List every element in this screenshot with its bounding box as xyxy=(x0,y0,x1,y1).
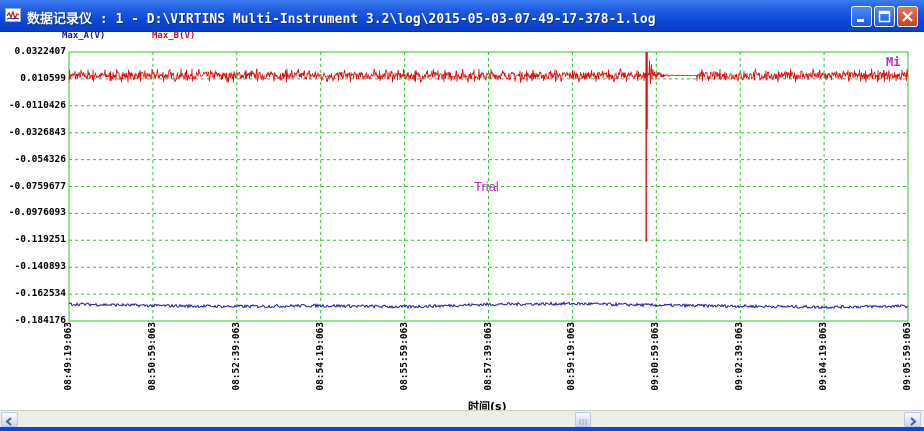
y-tick-label: 0.010599 xyxy=(20,72,66,84)
y-tick-label: -0.119251 xyxy=(14,234,66,246)
x-tick-label: 08:49:19:063 xyxy=(63,322,74,391)
x-tick-label: 08:52:39:063 xyxy=(230,322,242,391)
close-icon xyxy=(902,11,913,22)
x-tick-label: 08:57:39:063 xyxy=(482,322,494,391)
plot-frame xyxy=(68,51,909,322)
trial-watermark: Trial xyxy=(474,179,499,194)
window-title: 数据记录仪 : 1 - D:\VIRTINS Multi-Instrument … xyxy=(27,12,656,27)
corner-label[interactable]: Mi xyxy=(886,55,901,69)
scroll-left-button[interactable] xyxy=(1,412,18,427)
legend-series-a[interactable]: Max_A(V) xyxy=(62,31,106,41)
arrow-left-icon xyxy=(5,417,12,426)
close-button[interactable] xyxy=(897,6,918,27)
x-tick-label: 08:59:19:063 xyxy=(566,322,578,391)
scroll-thumb[interactable] xyxy=(575,412,592,427)
legend-series-b[interactable]: Max_B(V) xyxy=(152,31,196,41)
minimize-icon xyxy=(857,19,864,22)
grip-icon xyxy=(579,419,587,425)
y-tick-label: -0.0326843 xyxy=(8,126,66,138)
x-tick-label: 09:05:59:063 xyxy=(902,322,913,391)
scroll-right-button[interactable] xyxy=(904,412,921,427)
y-tick-label: 0.0322407 xyxy=(14,46,66,57)
y-tick-label: -0.140893 xyxy=(14,261,66,273)
x-tick-label: 08:54:19:063 xyxy=(314,322,326,391)
y-tick-label: -0.0759677 xyxy=(8,180,66,192)
maximize-button[interactable] xyxy=(874,6,895,27)
horizontal-scrollbar[interactable] xyxy=(0,410,924,427)
series-b-line xyxy=(68,60,909,85)
y-tick-label: -0.054326 xyxy=(14,153,66,165)
maximize-icon xyxy=(878,10,891,23)
datalogger-app-icon xyxy=(5,8,21,22)
x-tick-label: 08:55:59:063 xyxy=(398,322,410,391)
minimize-button[interactable] xyxy=(851,6,872,27)
window-bottom-border xyxy=(0,427,924,431)
y-tick-label: -0.184176 xyxy=(14,315,66,326)
series-a-line xyxy=(68,300,909,310)
x-tick-label: 08:50:59:063 xyxy=(146,322,158,391)
y-tick-label: -0.0976093 xyxy=(8,207,66,219)
title-bar[interactable]: 数据记录仪 : 1 - D:\VIRTINS Multi-Instrument … xyxy=(0,0,924,32)
x-tick-label: 09:00:59:063 xyxy=(650,322,662,391)
arrow-right-icon xyxy=(910,417,917,426)
y-tick-label: -0.0110426 xyxy=(8,99,66,111)
x-tick-label: 09:04:19:063 xyxy=(818,322,830,391)
y-tick-label: -0.162534 xyxy=(14,288,66,300)
x-axis-label: 时间(s) xyxy=(468,400,507,413)
x-tick-label: 09:02:39:063 xyxy=(734,322,746,391)
